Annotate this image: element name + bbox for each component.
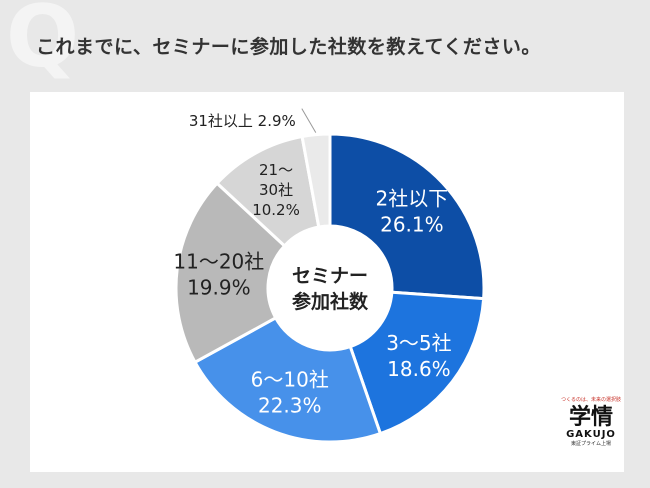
slice-label-line: 30社 — [259, 181, 293, 199]
slice-6 — [300, 132, 332, 229]
slice-label-line: 3～5社 — [386, 331, 451, 355]
question-title: これまでに、セミナーに参加した社数を教えてください。 — [36, 36, 541, 58]
slice-label-line: 11～20社 — [173, 249, 264, 273]
slice-label-line: 21～ — [259, 161, 293, 179]
q-mark: Q — [6, 0, 80, 87]
center-label-line: セミナー — [292, 265, 368, 287]
brand-logo: 学情 — [568, 405, 613, 430]
slice-label-line: 18.6% — [387, 357, 451, 381]
chart-card: 2社以下 26.1% 3～5社 18.6% 6～10社 22.3% 11～20社 19.9% 2… — [30, 92, 624, 472]
slice-label-line: 6～10社 — [251, 368, 329, 392]
slice-1 — [328, 132, 486, 301]
slice-label-line: 2社以下 — [376, 187, 449, 211]
slice-3 — [193, 315, 383, 444]
slice-label-line: 22.3% — [258, 394, 322, 418]
leader-line — [301, 108, 317, 133]
slice-4 — [174, 181, 287, 365]
brand-tagline: つくるのは、未来の選択肢 — [561, 397, 621, 403]
slice-2 — [348, 290, 486, 436]
brand-block: つくるのは、未来の選択肢 学情 GAKUJO 東証プライム上場 — [556, 396, 626, 447]
slice-label-text: 31社以上 2.9% — [189, 112, 296, 130]
slice-label-5: 21～ 30社 10.2% — [252, 161, 300, 219]
center-label-line: 参加社数 — [292, 290, 369, 313]
brand-subline: 東証プライム上場 — [571, 441, 611, 448]
slice-label-line: 19.9% — [187, 275, 251, 299]
slice-label-6: 31社以上 2.9% — [189, 108, 317, 133]
brand-logo-en: GAKUJO — [566, 429, 616, 441]
slice-label-line: 10.2% — [252, 201, 300, 219]
slice-label-line: 26.1% — [380, 213, 444, 237]
